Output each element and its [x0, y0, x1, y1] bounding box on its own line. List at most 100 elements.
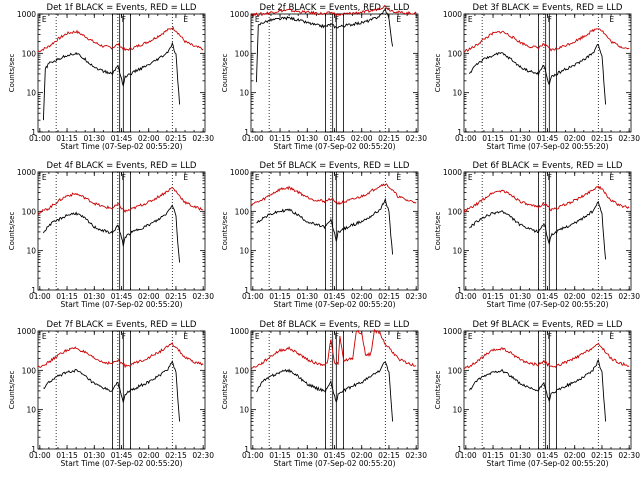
x-axis-label: Start Time (07-Sep-02 00:55:20): [274, 459, 396, 468]
panel-det-8: Det 8f BLACK = Events, RED = LLD 1 10 100 10…: [221, 320, 427, 468]
y-tick-label: 1000: [443, 168, 462, 177]
panel-det-3: Det 3f BLACK = Events, RED = LLD 1 10 100 10…: [434, 3, 640, 151]
x-tick-label: 02:00: [351, 451, 373, 460]
y-tick-label: 1: [244, 128, 249, 137]
y-tick-label: 100: [22, 207, 37, 216]
interval-marker-label: F: [548, 173, 552, 182]
x-tick-label: 01:30: [296, 451, 318, 460]
interval-box: [548, 171, 557, 291]
interval-box: [335, 171, 344, 291]
interval-marker-label: F: [122, 332, 126, 341]
x-tick-label: 01:30: [509, 134, 531, 143]
y-tick-label: 1: [244, 286, 249, 295]
lld-series-line: [464, 342, 630, 369]
y-tick-label: 1000: [230, 168, 249, 177]
y-axis-label: Counts/sec: [221, 212, 229, 251]
plot-frame: [463, 13, 632, 133]
interval-marker-label: F: [335, 15, 339, 24]
y-tick-label: 100: [448, 49, 463, 58]
panel-title: Det 8f BLACK = Events, RED = LLD: [260, 320, 410, 330]
x-axis-label: Start Time (07-Sep-02 00:55:20): [274, 142, 396, 151]
lld-series-line: [463, 185, 630, 213]
y-tick-label: 1: [457, 128, 462, 137]
y-tick-label: 1: [457, 286, 462, 295]
y-tick-label: 1000: [17, 10, 36, 19]
x-tick-label: 01:30: [83, 134, 105, 143]
x-tick-label: 02:00: [564, 292, 586, 301]
y-axis-label: Counts/sec: [8, 54, 16, 93]
interval-box: [112, 330, 121, 450]
panel-det-2: Det 2f BLACK = Events, RED = LLD 1 10 100 10…: [221, 3, 427, 151]
interval-box: [335, 330, 344, 450]
y-tick-label: 100: [22, 366, 37, 375]
plot-frame: [463, 330, 632, 450]
x-tick-label: 01:45: [537, 292, 559, 301]
y-axis-label: Counts/sec: [434, 54, 442, 93]
panel-title: Det 5f BLACK = Events, RED = LLD: [260, 161, 410, 171]
x-tick-label: 01:30: [296, 134, 318, 143]
x-tick-label: 01:15: [269, 451, 291, 460]
x-tick-label: 01:30: [509, 451, 531, 460]
x-tick-label: 01:45: [324, 451, 346, 460]
x-tick-label: 01:00: [242, 451, 264, 460]
panel-det-5: Det 5f BLACK = Events, RED = LLD 1 10 100 10…: [221, 161, 427, 309]
panel-det-4: Det 4f BLACK = Events, RED = LLD 1 10 100 10…: [8, 161, 214, 309]
x-tick-label: 01:30: [83, 451, 105, 460]
x-axis-label: Start Time (07-Sep-02 00:55:20): [61, 459, 183, 468]
panel-det-7: Det 7f BLACK = Events, RED = LLD 1 10 100 10…: [8, 320, 214, 468]
y-tick-label: 100: [448, 207, 463, 216]
x-tick-label: 01:00: [29, 451, 51, 460]
interval-marker-label: E: [183, 15, 188, 24]
x-tick-label: 01:00: [242, 292, 264, 301]
lld-series-line: [463, 28, 630, 53]
panel-title: Det 4f BLACK = Events, RED = LLD: [47, 161, 197, 171]
x-tick-label: 01:45: [111, 451, 133, 460]
interval-marker-label: F: [335, 332, 339, 341]
y-tick-label: 10: [239, 406, 249, 415]
interval-marker-label: E: [183, 332, 188, 341]
x-axis-label: Start Time (07-Sep-02 00:55:20): [274, 300, 396, 309]
events-series-line: [256, 361, 394, 422]
x-tick-label: 02:00: [564, 451, 586, 460]
y-tick-label: 100: [235, 207, 250, 216]
interval-box: [112, 13, 121, 133]
panel-title: Det 2f BLACK = Events, RED = LLD: [260, 3, 410, 13]
x-tick-label: 01:30: [509, 292, 531, 301]
interval-box: [335, 13, 344, 133]
x-tick-label: 02:30: [405, 134, 427, 143]
panel-det-9: Det 9f BLACK = Events, RED = LLD 1 10 100 10…: [434, 320, 640, 468]
y-tick-label: 1: [457, 445, 462, 454]
panel-title: Det 6f BLACK = Events, RED = LLD: [473, 161, 623, 171]
y-tick-label: 100: [448, 366, 463, 375]
y-tick-label: 1000: [443, 10, 462, 19]
panel-det-6: Det 6f BLACK = Events, RED = LLD 1 10 100 10…: [434, 161, 640, 309]
interval-box: [122, 171, 131, 291]
interval-marker-label: E: [255, 332, 260, 341]
y-axis-label: Counts/sec: [221, 371, 229, 410]
lld-series-line: [250, 328, 417, 370]
plot-frame: [37, 330, 206, 450]
y-tick-label: 10: [26, 406, 36, 415]
plot-frame: [37, 13, 206, 133]
events-series-line: [43, 360, 181, 422]
x-tick-label: 02:30: [405, 292, 427, 301]
x-tick-label: 01:45: [111, 292, 133, 301]
interval-marker-label: E: [396, 15, 401, 24]
interval-marker-label: E: [42, 332, 47, 341]
interval-box: [122, 330, 131, 450]
x-axis-label: Start Time (07-Sep-02 00:55:20): [487, 142, 609, 151]
interval-marker-label: F: [122, 173, 126, 182]
y-tick-label: 1000: [230, 327, 249, 336]
interval-marker-label: E: [468, 173, 473, 182]
interval-box: [122, 13, 131, 133]
interval-marker-label: E: [42, 15, 47, 24]
lld-series-line: [37, 187, 204, 215]
y-axis-label: Counts/sec: [434, 371, 442, 410]
lld-series-line: [250, 183, 417, 207]
y-tick-label: 1000: [17, 327, 36, 336]
interval-marker-label: E: [468, 332, 473, 341]
x-tick-label: 02:00: [138, 292, 160, 301]
y-tick-label: 10: [26, 89, 36, 98]
x-tick-label: 02:15: [165, 451, 187, 460]
x-tick-label: 02:30: [192, 292, 214, 301]
